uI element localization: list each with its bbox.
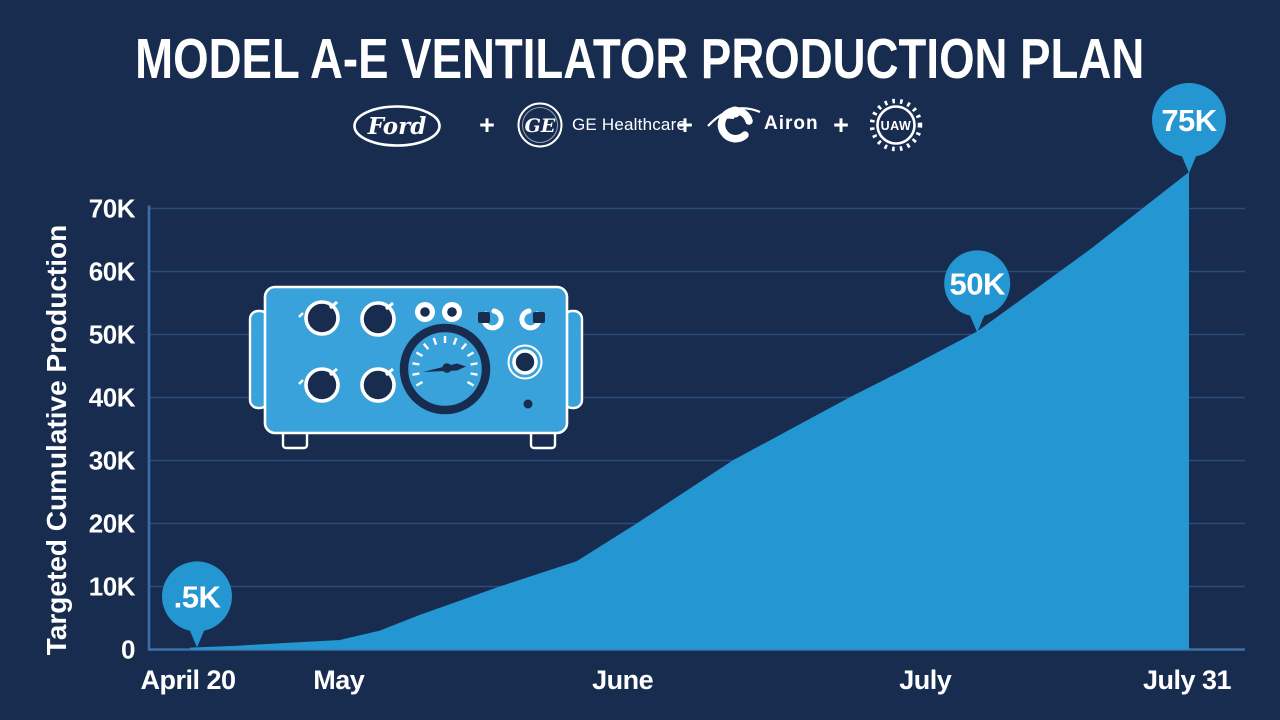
callout-circle	[1152, 83, 1226, 157]
gauge-tick	[466, 351, 475, 358]
gauge-tick	[415, 380, 424, 387]
callout-value-label: 75K	[1161, 103, 1217, 138]
gauge-tick	[470, 372, 478, 376]
x-tick-label: July	[899, 665, 952, 695]
plus-separator: +	[833, 110, 849, 140]
gauge-tick	[415, 351, 424, 358]
machine-toggle-switches	[478, 308, 545, 331]
ford-wordmark: Ford	[367, 113, 427, 140]
x-tick-label: June	[592, 665, 654, 695]
plus-separator: +	[479, 110, 495, 140]
callout-bubble: 50K	[944, 250, 1011, 333]
callout-value-label: 50K	[950, 266, 1006, 301]
callout-bubble: 75K	[1152, 83, 1226, 173]
uaw-letters: UAW	[881, 119, 912, 133]
gauge-tick	[460, 342, 468, 350]
ge-monogram-icon: GE	[517, 102, 563, 148]
x-tick-label: April 20	[140, 665, 235, 695]
x-tick-label: July 31	[1143, 665, 1232, 695]
machine-knobs	[298, 300, 396, 403]
ford-logo-icon: Ford	[353, 105, 441, 147]
y-tick-label: 70K	[89, 194, 136, 224]
y-tick-label: 0	[121, 635, 135, 665]
y-tick-label: 10K	[89, 572, 136, 602]
callout-circle	[944, 250, 1011, 317]
gauge-tick	[432, 337, 438, 346]
ventilator-illustration	[248, 285, 584, 450]
production-area-series	[190, 172, 1189, 650]
ge-monogram-letters: GE	[525, 115, 556, 137]
machine-indicator-lights	[415, 302, 462, 322]
gauge-tick	[412, 372, 420, 376]
ge-healthcare-label: GE Healthcare	[572, 115, 687, 134]
y-tick-label: 30K	[89, 446, 136, 476]
gauge-tick	[470, 362, 478, 366]
page-title: MODEL A-E VENTILATOR PRODUCTION PLAN	[135, 27, 1145, 91]
y-tick-label: 60K	[89, 257, 136, 287]
gauge-tick	[466, 380, 475, 387]
gauge-tick	[422, 342, 430, 350]
gauge-tick	[412, 362, 420, 366]
y-tick-label: 40K	[89, 383, 136, 413]
uaw-badge-icon: UAW	[869, 98, 923, 152]
y-tick-label: 50K	[89, 320, 136, 350]
callout-value-label: .5K	[174, 579, 222, 614]
airon-bird-icon	[707, 106, 761, 143]
machine-port	[507, 344, 543, 409]
y-tick-label: 20K	[89, 509, 136, 539]
airon-label: Airon	[764, 113, 819, 134]
machine-gauge	[399, 323, 491, 415]
partners-row: Ford + GE GE Healthcare + Airon + UAW	[0, 0, 1280, 160]
plus-separator: +	[677, 110, 693, 140]
callout-bubble: .5K	[162, 561, 232, 648]
callout-circle	[162, 561, 232, 632]
gauge-tick	[452, 337, 458, 346]
x-tick-label: May	[313, 665, 365, 695]
